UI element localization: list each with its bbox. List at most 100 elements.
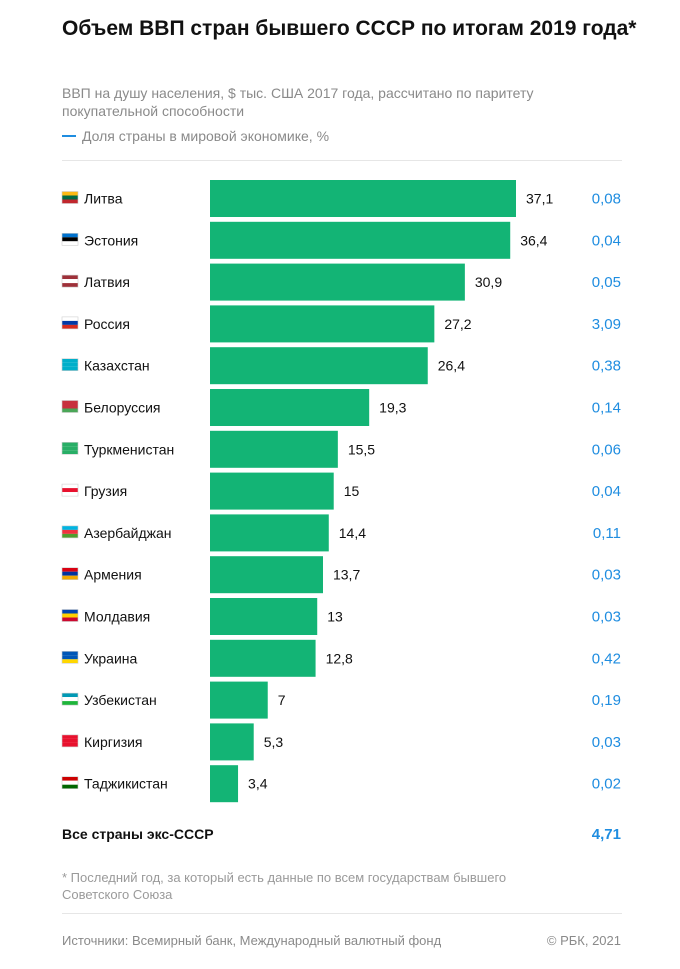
data-label: 15: [344, 483, 360, 499]
flag-icon: [61, 233, 79, 246]
flag-icon-stripe: [62, 529, 78, 534]
flag-icon-stripe: [62, 701, 78, 706]
data-label: 36,4: [520, 232, 547, 248]
share-label: 0,11: [593, 525, 621, 542]
flag-icon-stripe: [62, 279, 78, 284]
flag-icon-stripe: [62, 199, 78, 204]
flag-icon: [61, 609, 79, 622]
data-label: 5,3: [264, 734, 284, 750]
chart-subtitle: ВВП на душу населения, $ тыс. США 2017 г…: [62, 85, 534, 119]
share-label: 0,06: [592, 441, 621, 458]
category-label: Узбекистан: [84, 692, 157, 708]
data-label: 12,8: [326, 650, 353, 666]
share-label: 0,03: [592, 609, 621, 626]
flag-icon: [61, 776, 79, 790]
flag-icon: [61, 191, 79, 204]
data-label: 26,4: [438, 358, 465, 374]
category-label: Украина: [84, 650, 138, 666]
category-label: Белоруссия: [84, 400, 161, 416]
share-label: 0,14: [592, 400, 621, 417]
legend: Доля страны в мировой экономике, %: [62, 127, 329, 145]
data-label: 13: [327, 609, 343, 625]
share-label: 0,04: [592, 483, 621, 500]
flag-icon: [61, 316, 79, 330]
bar: [210, 430, 338, 468]
flag-icon-stripe: [62, 613, 78, 618]
bar: [210, 556, 323, 594]
flag-icon: [61, 358, 79, 372]
top-divider: [62, 160, 622, 161]
flag-icon: [61, 692, 79, 706]
data-label: 13,7: [333, 567, 360, 583]
flag-icon-stripe: [62, 237, 78, 242]
data-label: 30,9: [475, 274, 502, 290]
flag-icon-stripe: [62, 693, 78, 698]
category-label: Грузия: [84, 483, 127, 499]
data-label: 37,1: [526, 191, 553, 207]
bar: [210, 180, 516, 217]
flag-icon: [61, 400, 79, 413]
flag-icon-stripe: [62, 362, 78, 367]
flag-icon-stripe: [62, 195, 78, 200]
category-label: Молдавия: [84, 609, 150, 625]
data-label: 27,2: [444, 316, 471, 332]
flag-icon-stripe: [62, 275, 78, 280]
bar: [210, 514, 329, 552]
flag-icon-stripe: [62, 738, 78, 743]
flag-icon-stripe: [62, 780, 78, 785]
flag-icon-stripe: [62, 651, 78, 656]
source-note: Источники: Всемирный банк, Международный…: [62, 933, 442, 948]
bar: [210, 598, 318, 635]
data-label: 14,4: [339, 525, 366, 541]
share-label: 0,02: [592, 776, 621, 793]
flag-icon-stripe: [62, 408, 78, 413]
category-label: Россия: [84, 316, 130, 332]
flag-icon-stripe: [62, 241, 78, 246]
flag-icon-stripe: [62, 697, 78, 702]
flag-icon-stripe: [62, 609, 78, 614]
category-label: Киргизия: [84, 734, 143, 750]
bar: [210, 389, 370, 426]
chart-title: Объем ВВП стран бывшего СССР по итогам 2…: [62, 17, 637, 40]
flag-icon-stripe: [62, 492, 78, 497]
flag-icon-stripe: [62, 316, 78, 321]
flag-icon-stripe: [62, 617, 78, 622]
bar: [210, 221, 511, 259]
bar: [210, 263, 465, 301]
data-label: 19,3: [379, 400, 406, 416]
flag-icon-stripe: [62, 488, 78, 493]
flag-icon: [61, 525, 79, 539]
share-label: 0,04: [592, 232, 621, 249]
flag-icon-stripe: [62, 533, 78, 538]
bar: [210, 305, 435, 343]
bar: [210, 723, 254, 761]
category-label: Эстония: [84, 232, 138, 248]
flag-icon-stripe: [62, 320, 78, 325]
bar: [210, 765, 239, 803]
flag-icon-stripe: [62, 567, 78, 572]
legend-label: Доля страны в мировой экономике, %: [82, 128, 330, 144]
bar: [210, 472, 334, 510]
flag-icon-stripe: [62, 442, 78, 447]
category-label: Армения: [84, 567, 142, 583]
flag-icon-stripe: [62, 446, 78, 451]
flag-icon-stripe: [62, 784, 78, 789]
bottom-divider: [62, 913, 622, 914]
flag-icon: [61, 650, 79, 664]
bar: [210, 681, 268, 719]
share-label: 0,05: [592, 274, 621, 291]
flag-icon-stripe: [62, 484, 78, 489]
flag-icon-stripe: [62, 571, 78, 576]
footnote: * Последний год, за который есть данные …: [62, 870, 507, 902]
total-share-value: 4,71: [591, 826, 621, 843]
data-label: 15,5: [348, 441, 375, 457]
share-label: 0,38: [592, 358, 621, 375]
data-label: 3,4: [248, 776, 268, 792]
bar: [210, 347, 428, 385]
flag-icon-stripe: [62, 659, 78, 664]
legend-swatch: [62, 135, 76, 137]
flag-icon-stripe: [62, 404, 78, 409]
flag-icon-stripe: [62, 742, 78, 747]
data-label: 7: [278, 692, 286, 708]
category-label: Латвия: [84, 274, 130, 290]
